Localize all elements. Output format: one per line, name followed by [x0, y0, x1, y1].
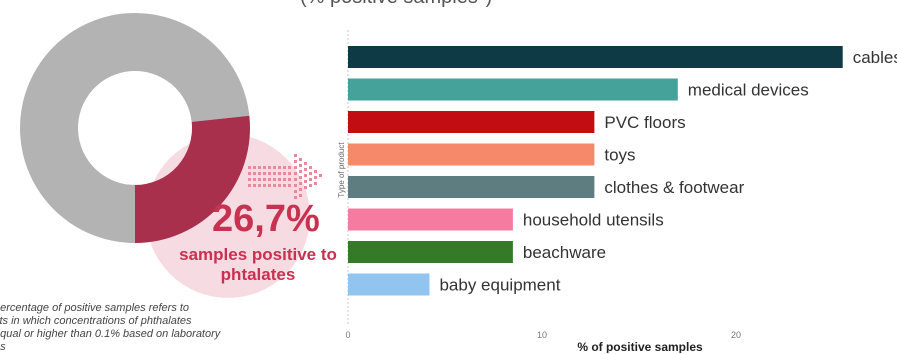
bar — [348, 241, 513, 263]
bar — [348, 111, 595, 133]
bar-label: PVC floors — [604, 113, 685, 132]
bar-label: baby equipment — [439, 276, 560, 295]
bar-label: clothes & footwear — [604, 178, 744, 197]
bar — [348, 143, 595, 166]
donut-negative-segment — [19, 12, 250, 243]
x-tick-label: 0 — [345, 330, 350, 340]
bar — [348, 176, 595, 198]
y-axis-label: Type of product — [337, 142, 346, 198]
x-tick-labels: 0 10 20 — [345, 330, 741, 340]
bar — [348, 46, 843, 68]
bar — [348, 273, 430, 296]
bar-label: beachware — [523, 243, 606, 262]
bar — [348, 78, 678, 101]
highlight-caption: samples positive to phtalates — [179, 245, 337, 284]
x-axis-label: % of positive samples — [577, 340, 703, 353]
dotted-arrow-icon — [248, 154, 322, 199]
chart-title: (% positive samples*) — [300, 0, 492, 9]
donut-positive-segment — [135, 115, 250, 243]
bars-group — [348, 46, 843, 296]
bar-label: medical devices — [688, 81, 809, 100]
bar — [348, 208, 513, 231]
footnote: percentage of positive samples refers to… — [0, 302, 221, 353]
bar-label: cables — [853, 48, 897, 67]
x-tick-label: 20 — [731, 330, 741, 340]
highlight-value: 26,7% — [212, 198, 320, 240]
bar-label: household utensils — [523, 211, 664, 230]
x-tick-label: 10 — [537, 330, 547, 340]
bar-label: toys — [604, 146, 635, 165]
